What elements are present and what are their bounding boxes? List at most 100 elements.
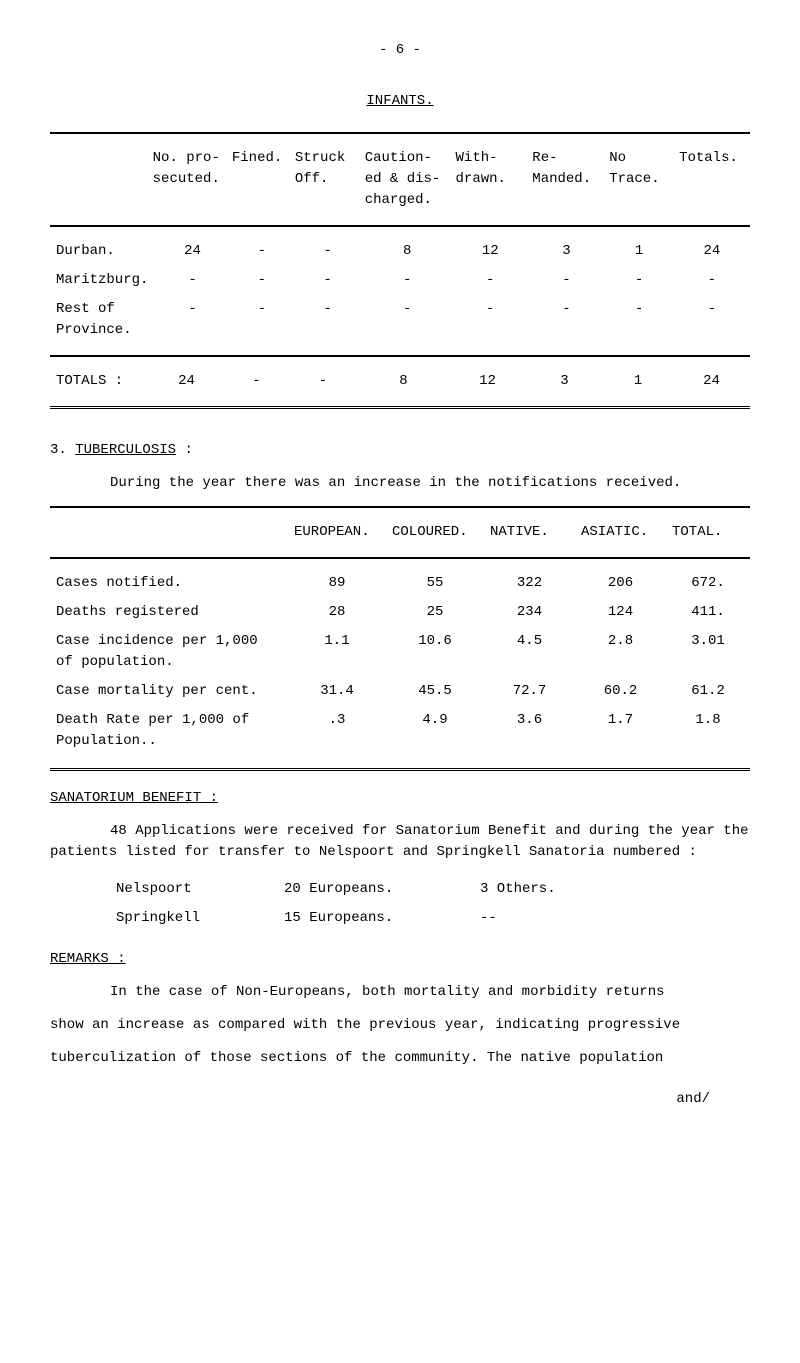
col-header: With- drawn. [450, 144, 527, 215]
sanatorium-heading: SANATORIUM BENEFIT : [50, 788, 750, 809]
cell: 55 [386, 569, 484, 598]
cell: 3 [528, 237, 604, 266]
cell: 12 [449, 367, 526, 396]
col-header: Caution- ed & dis- charged. [359, 144, 450, 215]
cell: - [604, 266, 673, 295]
cell: 10.6 [386, 627, 484, 677]
infants-body-table: Durban. 24 - - 8 12 3 1 24 Maritzburg. -… [50, 237, 750, 345]
cell: 8 [362, 237, 452, 266]
cell: - [604, 295, 673, 345]
cell: - [154, 295, 230, 345]
divider-double [50, 406, 750, 410]
row-label: Rest of Province. [50, 295, 154, 345]
cell: 72.7 [484, 677, 575, 706]
cell: 1 [603, 367, 673, 396]
table-header-row: EUROPEAN. COLOURED. NATIVE. ASIATIC. TOT… [50, 518, 750, 547]
col-header: NATIVE. [484, 518, 575, 547]
table-row: Cases notified. 89 55 322 206 672. [50, 569, 750, 598]
infants-title: INFANTS. [50, 91, 750, 112]
table-row: Springkell 15 Europeans. -- [110, 904, 670, 933]
cell: 1.1 [288, 627, 386, 677]
remarks-p1: In the case of Non-Europeans, both morta… [50, 982, 750, 1003]
cell: - [362, 295, 452, 345]
col-header: No Trace. [603, 144, 673, 215]
cell: 322 [484, 569, 575, 598]
cell: 24 [154, 237, 230, 266]
cell: - [674, 295, 750, 345]
continuation: and/ [50, 1089, 750, 1110]
cell: 2.8 [575, 627, 666, 677]
table-row: Case incidence per 1,000 of population. … [50, 627, 750, 677]
cell: 24 [148, 367, 225, 396]
row-label: Death Rate per 1,000 of Population.. [50, 706, 288, 756]
col-header: Totals. [673, 144, 750, 215]
cell: Springkell [110, 904, 278, 933]
sanatorium-para: 48 Applications were received for Sanato… [50, 821, 750, 863]
cell: 3 [526, 367, 603, 396]
tb-intro: During the year there was an increase in… [50, 473, 750, 494]
col-header: COLOURED. [386, 518, 484, 547]
col-header: EUROPEAN. [288, 518, 386, 547]
cell: 1.8 [666, 706, 750, 756]
divider-double [50, 768, 750, 772]
cell: .3 [288, 706, 386, 756]
remarks-p2: show an increase as compared with the pr… [50, 1015, 750, 1036]
tb-heading-text: TUBERCULOSIS [75, 442, 176, 458]
row-label: Case mortality per cent. [50, 677, 288, 706]
table-row: TOTALS : 24 - - 8 12 3 1 24 [50, 367, 750, 396]
cell: 4.9 [386, 706, 484, 756]
cell: 3.01 [666, 627, 750, 677]
cell: - [674, 266, 750, 295]
col-header: TOTAL. [666, 518, 750, 547]
table-row: Durban. 24 - - 8 12 3 1 24 [50, 237, 750, 266]
cell: 672. [666, 569, 750, 598]
tb-heading: 3. TUBERCULOSIS : [50, 440, 750, 461]
cell: 8 [358, 367, 449, 396]
cell: 61.2 [666, 677, 750, 706]
cell: 234 [484, 598, 575, 627]
row-label: Maritzburg. [50, 266, 154, 295]
col-header: Re- Manded. [526, 144, 603, 215]
cell: 4.5 [484, 627, 575, 677]
cell: 3 Others. [474, 875, 670, 904]
row-label: Deaths registered [50, 598, 288, 627]
table-row: Maritzburg. - - - - - - - - [50, 266, 750, 295]
cell: -- [474, 904, 670, 933]
infants-totals-table: TOTALS : 24 - - 8 12 3 1 24 [50, 367, 750, 396]
table-header-row: No. pro- secuted. Fined. Struck Off. Cau… [50, 144, 750, 215]
cell: - [231, 266, 293, 295]
cell: 24 [673, 367, 750, 396]
cell: - [293, 266, 362, 295]
cell: - [293, 237, 362, 266]
remarks-heading: REMARKS : [50, 949, 750, 970]
cell: 411. [666, 598, 750, 627]
row-label: Durban. [50, 237, 154, 266]
cell: 45.5 [386, 677, 484, 706]
cell: - [231, 295, 293, 345]
remarks-p3: tuberculization of those sections of the… [50, 1048, 750, 1069]
cell: 24 [674, 237, 750, 266]
cell: - [528, 266, 604, 295]
divider [50, 225, 750, 227]
cell: - [154, 266, 230, 295]
cell: - [231, 237, 293, 266]
cell: 1.7 [575, 706, 666, 756]
table-row: Death Rate per 1,000 of Population.. .3 … [50, 706, 750, 756]
divider [50, 355, 750, 357]
divider [50, 506, 750, 508]
row-label: TOTALS : [50, 367, 148, 396]
cell: - [225, 367, 288, 396]
cell: Nelspoort [110, 875, 278, 904]
table-row: Nelspoort 20 Europeans. 3 Others. [110, 875, 670, 904]
tb-header-table: EUROPEAN. COLOURED. NATIVE. ASIATIC. TOT… [50, 518, 750, 547]
col-header: No. pro- secuted. [147, 144, 226, 215]
table-row: Deaths registered 28 25 234 124 411. [50, 598, 750, 627]
row-label: Cases notified. [50, 569, 288, 598]
divider [50, 132, 750, 134]
tb-body-table: Cases notified. 89 55 322 206 672. Death… [50, 569, 750, 756]
table-row: Case mortality per cent. 31.4 45.5 72.7 … [50, 677, 750, 706]
divider [50, 557, 750, 559]
cell: 206 [575, 569, 666, 598]
cell: 3.6 [484, 706, 575, 756]
cell: - [288, 367, 358, 396]
